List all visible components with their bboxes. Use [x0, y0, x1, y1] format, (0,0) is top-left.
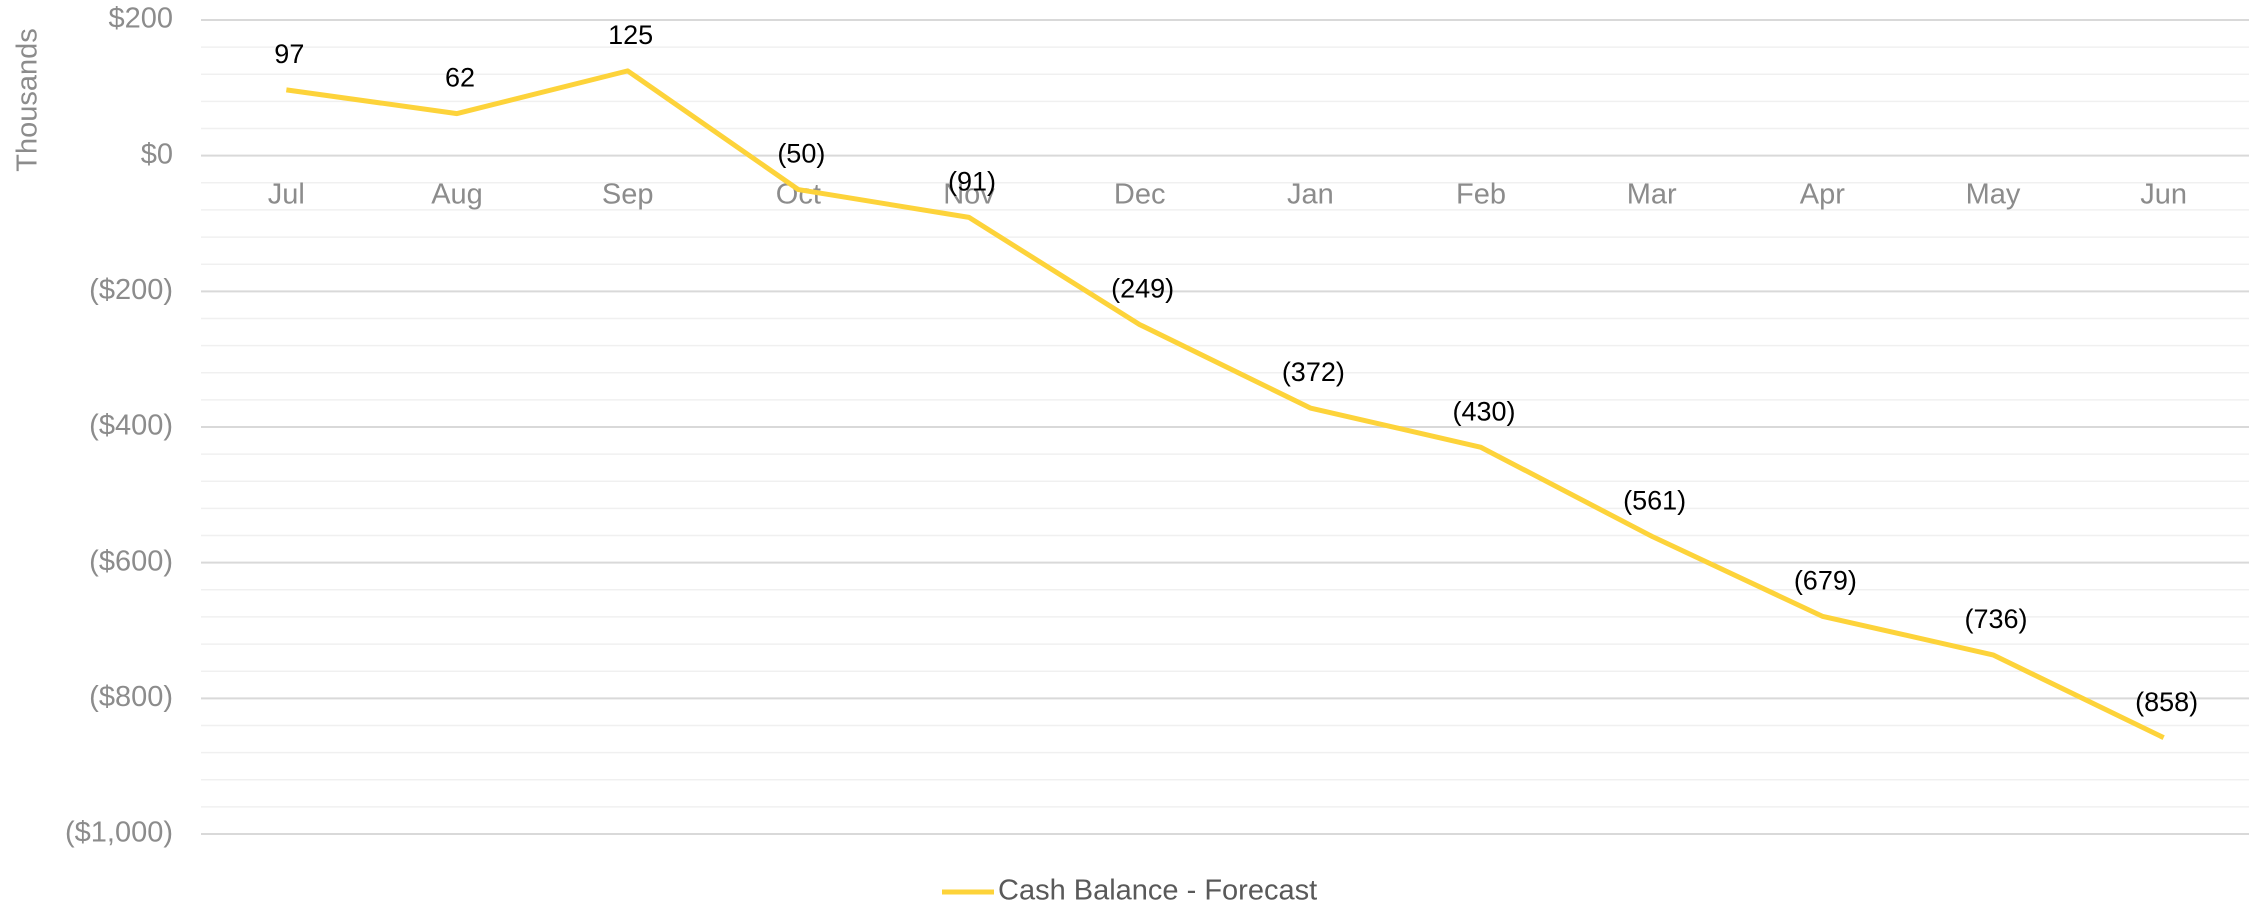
data-label: (372)	[1282, 357, 1345, 387]
data-label: (249)	[1111, 274, 1174, 304]
x-tick-label: Feb	[1456, 178, 1506, 210]
data-label: 125	[608, 20, 653, 50]
y-tick-label: $0	[141, 138, 173, 170]
data-label: (679)	[1794, 565, 1857, 595]
y-tick-label: ($600)	[89, 545, 173, 577]
data-label: (561)	[1623, 485, 1686, 515]
y-tick-label: ($200)	[89, 274, 173, 306]
y-tick-label: ($800)	[89, 681, 173, 713]
data-label: (91)	[948, 167, 996, 197]
x-tick-label: Aug	[431, 178, 483, 210]
x-tick-label: Jul	[268, 178, 305, 210]
data-label: (736)	[1964, 604, 2027, 634]
x-tick-label: Dec	[1114, 178, 1166, 210]
y-tick-label: $200	[108, 3, 173, 35]
data-label: (50)	[777, 139, 825, 169]
x-tick-label: Nov	[943, 178, 995, 210]
y-tick-label: ($400)	[89, 410, 173, 442]
y-tick-label: ($1,000)	[65, 817, 173, 849]
data-line	[285, 68, 2165, 740]
x-tick-label: Jun	[2140, 178, 2187, 210]
data-label: (430)	[1452, 396, 1515, 426]
x-tick-label: Mar	[1627, 178, 1677, 210]
x-tick-label: Jan	[1287, 178, 1334, 210]
x-tick-label: May	[1966, 178, 2021, 210]
x-tick-label: Apr	[1800, 178, 1845, 210]
data-label: 62	[445, 63, 475, 93]
data-label: (858)	[2135, 687, 2198, 717]
data-label: 97	[274, 39, 304, 69]
x-tick-label: Sep	[602, 178, 654, 210]
y-axis-label: Thousands	[12, 28, 44, 172]
legend-label: Cash Balance - Forecast	[998, 875, 1317, 907]
